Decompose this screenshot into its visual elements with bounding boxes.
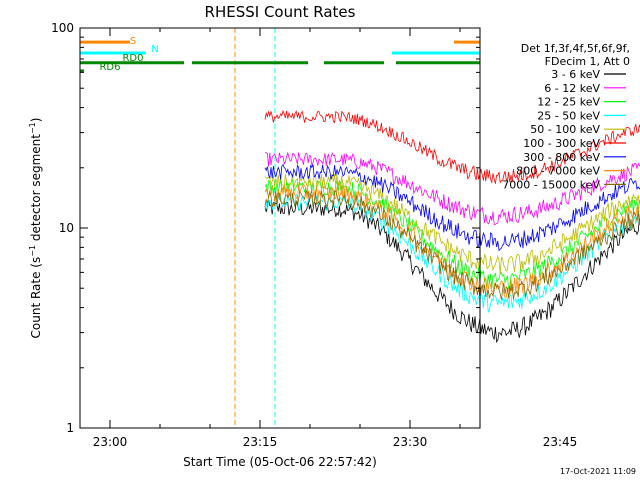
series-curve (264, 200, 640, 344)
flag-bar-label: RD0 (122, 53, 143, 64)
x-tick-label: 23:15 (243, 435, 278, 449)
series-curve (264, 189, 640, 300)
x-tick-label: 23:45 (543, 435, 578, 449)
y-axis-label-sup1: −1 (28, 245, 37, 257)
chart-title: RHESSI Count Rates (205, 3, 356, 21)
y-axis-ticks: 1 10 100 (51, 21, 480, 435)
series-curve (264, 163, 640, 252)
series-curve (264, 183, 640, 299)
legend: Det 1f,3f,4f,5f,6f,9f, FDecim 1, Att 0 3… (502, 42, 630, 191)
x-tick-label: 23:00 (93, 435, 128, 449)
legend-label: 300 - 800 keV (523, 151, 600, 164)
legend-label: 100 - 300 keV (523, 137, 600, 150)
legend-label: 7000 - 15000 keV (502, 178, 600, 191)
flag-bar-label: S (130, 36, 136, 47)
y-tick-label: 1 (66, 421, 74, 435)
y-tick-label: 100 (51, 21, 74, 35)
legend-label: 6 - 12 keV (544, 82, 600, 95)
legend-header-line1: Det 1f,3f,4f,5f,6f,9f, (521, 42, 630, 55)
y-axis-label: Count Rate (s−1 detector segment−1) (28, 118, 43, 339)
legend-label: 50 - 100 keV (530, 123, 600, 136)
series-curves (264, 109, 640, 344)
legend-header-line2: FDecim 1, Att 0 (545, 55, 630, 68)
flag-bar-label: N (151, 44, 158, 55)
series-curve (264, 192, 640, 314)
y-axis-label-end: ) (29, 118, 43, 123)
x-axis-label: Start Time (05-Oct-06 22:57:42) (183, 455, 377, 469)
series-curve (264, 173, 640, 275)
timestamp: 17-Oct-2021 11:09 (560, 467, 636, 476)
y-axis-label-mid: detector segment (29, 134, 43, 245)
y-axis-label-sup2: −1 (28, 122, 37, 134)
x-tick-label: 23:30 (393, 435, 428, 449)
flag-bar-label: RD6 (99, 62, 120, 73)
series-curve (264, 178, 640, 291)
series-curve (264, 151, 640, 225)
legend-label: 12 - 25 keV (537, 96, 600, 109)
legend-label: 800 - 7000 keV (516, 165, 600, 178)
legend-label: 25 - 50 keV (537, 109, 600, 122)
series-curve (264, 109, 640, 184)
legend-label: 3 - 6 keV (551, 68, 600, 81)
y-tick-label: 10 (59, 221, 74, 235)
y-axis-label-main: Count Rate (s (29, 257, 43, 339)
